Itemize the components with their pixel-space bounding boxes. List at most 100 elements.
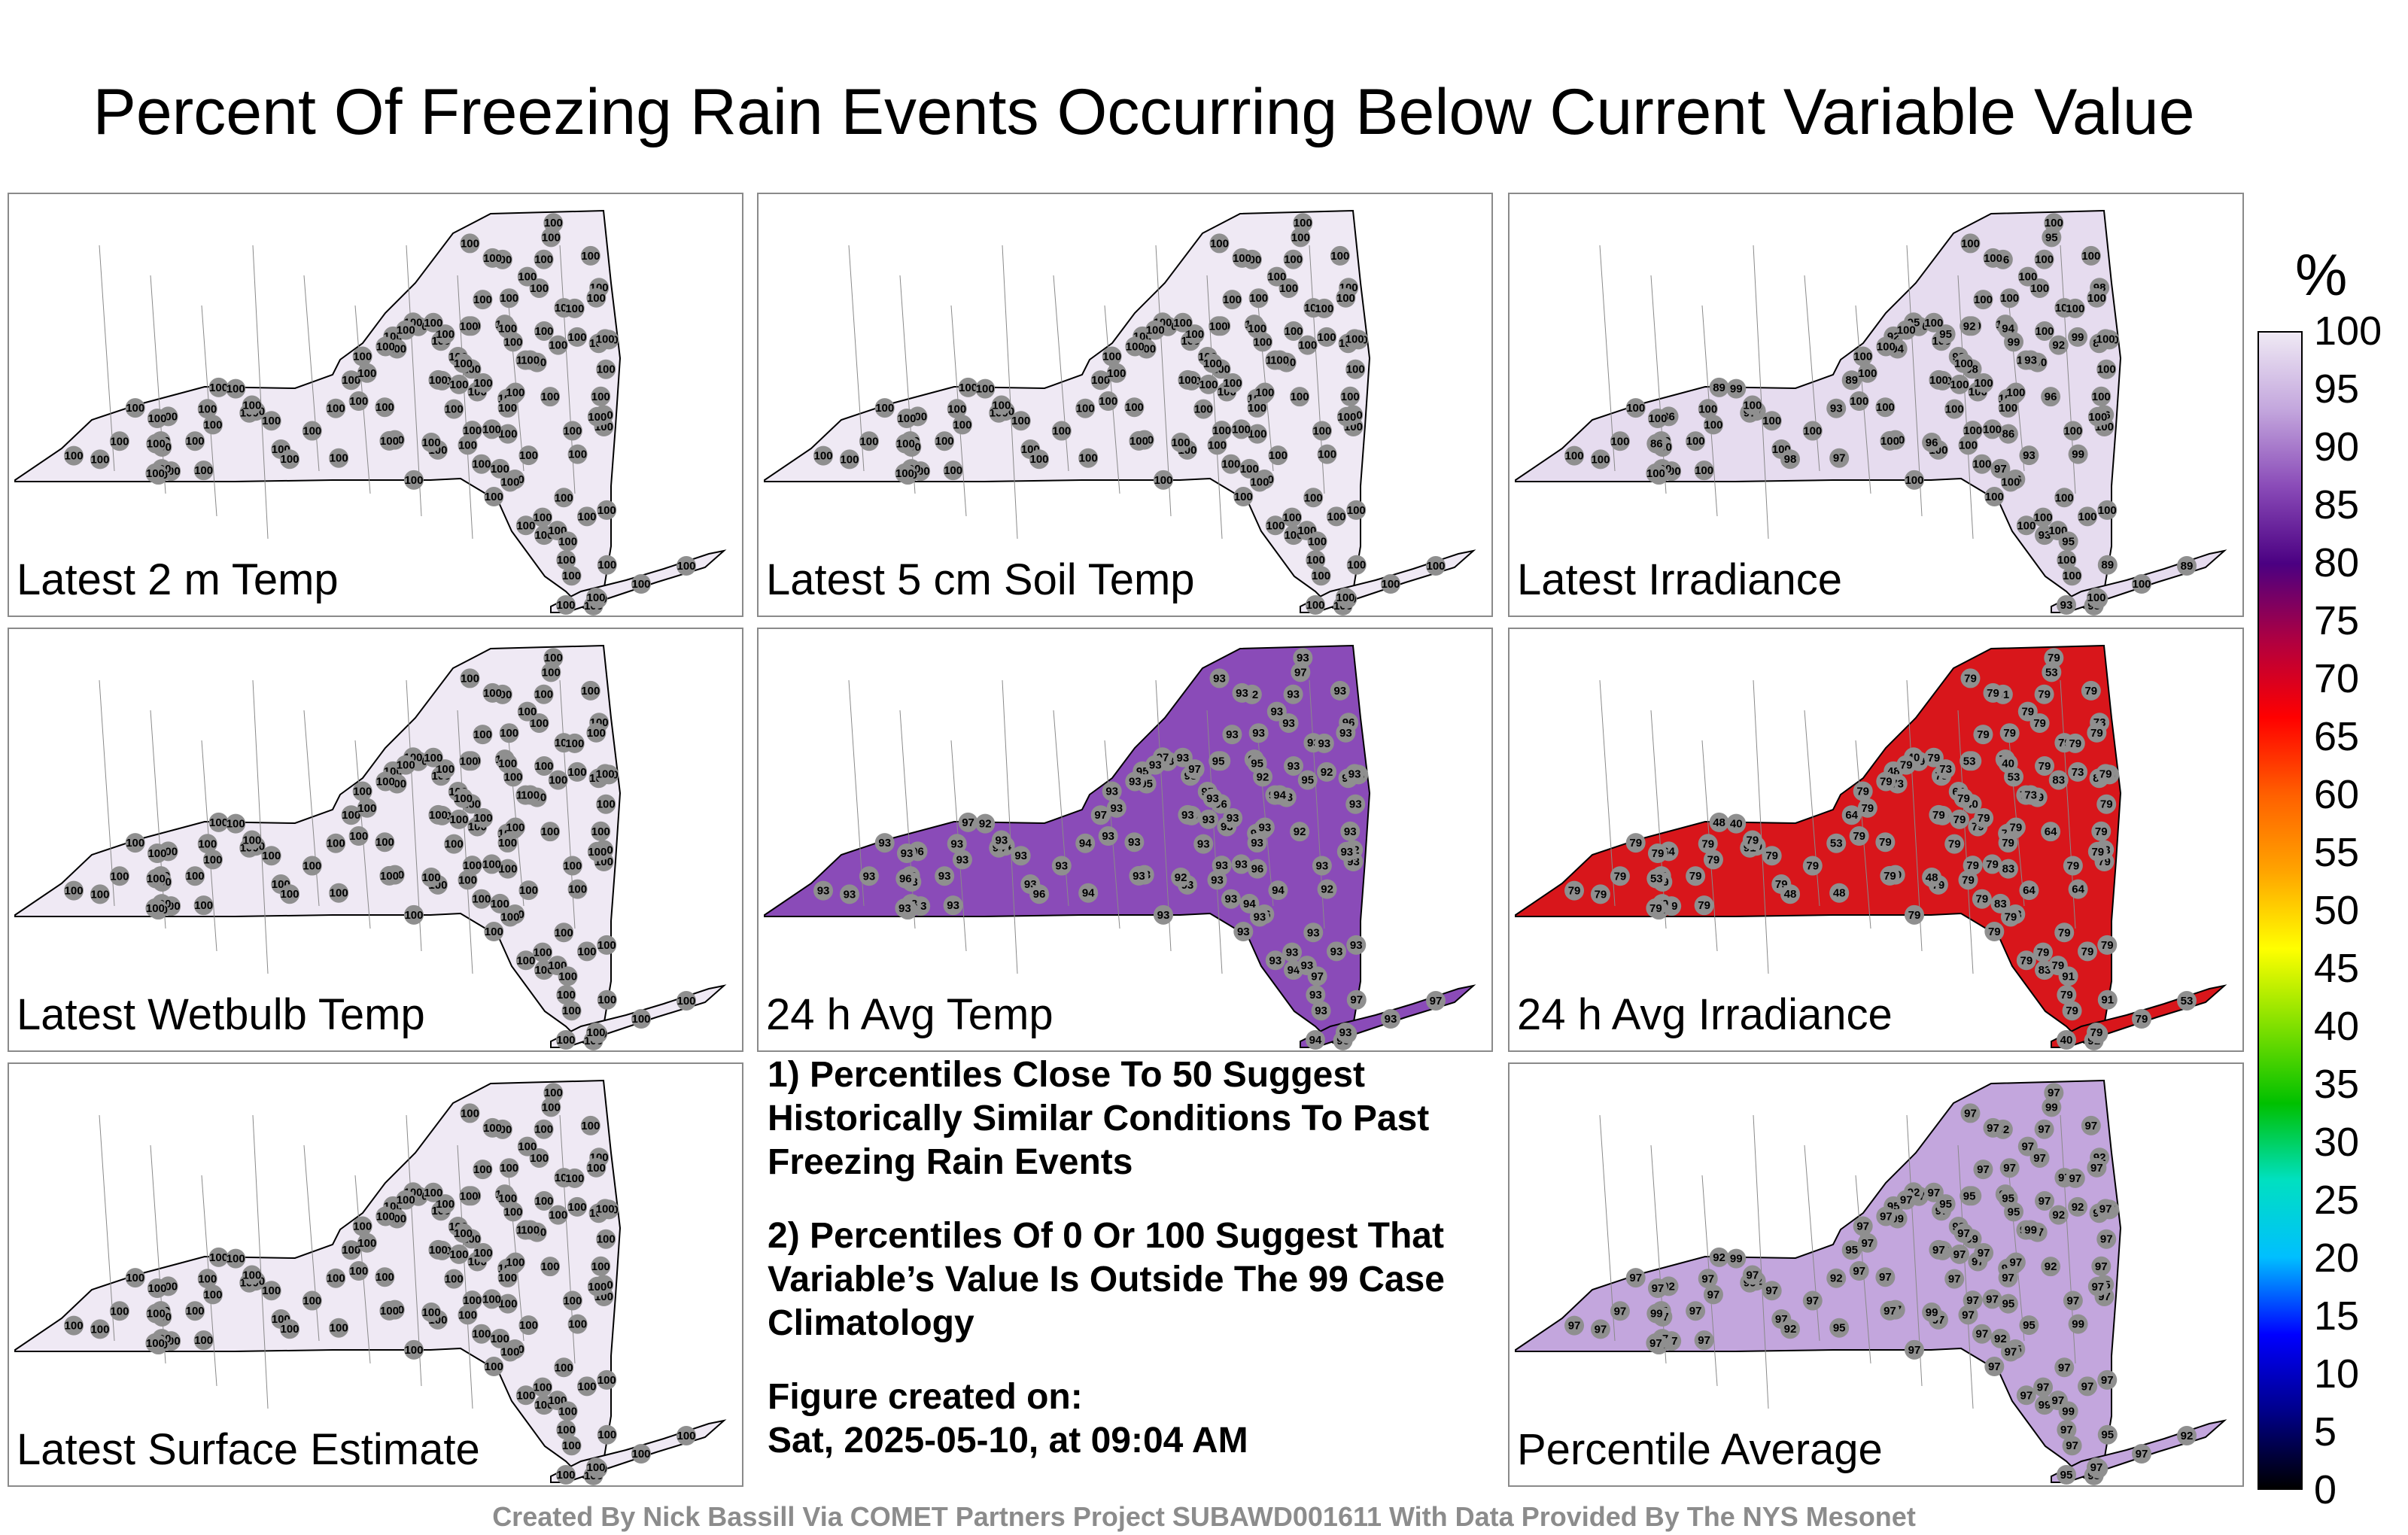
station-marker xyxy=(2068,761,2088,782)
station-marker xyxy=(534,755,555,776)
station-value-label: 97 xyxy=(2095,1260,2108,1273)
station-value-label: 100 xyxy=(562,570,581,582)
colorbar-tick-label: 40 xyxy=(2314,1004,2360,1049)
station-value-label: 100 xyxy=(1984,252,2002,265)
station-value-label: 100 xyxy=(404,909,423,922)
station-value-label: 100 xyxy=(203,853,222,866)
station-value-label: 100 xyxy=(463,859,482,872)
station-value-label: 97 xyxy=(1976,1328,1989,1341)
station-value-label: 97 xyxy=(1765,1284,1778,1297)
station-value-label: 100 xyxy=(349,1265,368,1278)
station-value-label: 95 xyxy=(1939,1198,1952,1211)
station-value-label: 100 xyxy=(209,381,228,394)
colorbar-tick-label: 70 xyxy=(2314,656,2360,701)
station-marker xyxy=(379,865,400,886)
station-value-label: 99 xyxy=(2024,1223,2037,1236)
station-value-label: 79 xyxy=(1614,870,1627,883)
station-marker xyxy=(90,1319,110,1339)
station-value-label: 100 xyxy=(1963,424,1982,437)
station-value-label: 100 xyxy=(840,453,859,466)
station-marker xyxy=(1221,889,1241,909)
station-marker xyxy=(109,1301,129,1321)
station-value-label: 100 xyxy=(357,367,376,380)
county-boundary xyxy=(1002,245,1018,540)
station-marker xyxy=(1283,684,1303,704)
station-value-label: 92 xyxy=(2045,1260,2057,1273)
station-marker xyxy=(482,1117,503,1138)
station-marker xyxy=(1686,866,1706,886)
county-boundary xyxy=(899,710,916,929)
station-marker xyxy=(341,370,361,391)
station-marker xyxy=(1999,1158,2020,1178)
station-value-label: 100 xyxy=(2098,504,2117,517)
station-value-label: 100 xyxy=(110,1305,129,1318)
station-value-label: 100 xyxy=(1255,387,1274,400)
station-value-label: 93 xyxy=(1110,802,1123,815)
station-value-label: 100 xyxy=(242,400,261,412)
station-value-label: 100 xyxy=(472,893,491,906)
station-value-label: 100 xyxy=(1312,424,1331,437)
station-value-label: 100 xyxy=(198,1272,217,1285)
station-marker xyxy=(895,898,915,918)
station-value-label: 100 xyxy=(1079,452,1098,465)
station-value-label: 100 xyxy=(280,453,299,466)
station-marker xyxy=(1880,1300,1900,1321)
station-marker xyxy=(326,833,346,853)
station-value-label: 100 xyxy=(1284,254,1303,266)
station-value-label: 100 xyxy=(110,435,129,448)
station-marker xyxy=(302,1290,322,1311)
station-marker xyxy=(1222,725,1242,745)
station-marker xyxy=(341,805,361,825)
station-marker xyxy=(1960,668,1981,688)
station-value-label: 100 xyxy=(565,737,584,750)
station-marker xyxy=(543,213,564,233)
station-marker xyxy=(2057,1465,2076,1485)
station-value-label: 79 xyxy=(1986,858,1999,871)
station-marker xyxy=(1646,1303,1667,1324)
station-marker xyxy=(1202,788,1223,808)
station-value-label: 100 xyxy=(203,418,222,431)
station-value-label: 79 xyxy=(1879,836,1892,849)
station-value-label: 100 xyxy=(436,763,455,776)
station-marker xyxy=(497,318,518,339)
station-value-label: 100 xyxy=(449,378,468,391)
station-marker xyxy=(1106,798,1126,818)
station-value-label: 100 xyxy=(2087,591,2105,604)
station-value-label: 64 xyxy=(2023,884,2036,897)
station-value-label: 100 xyxy=(2000,292,2019,305)
station-marker xyxy=(1998,1293,2018,1314)
station-marker xyxy=(597,500,617,520)
station-marker xyxy=(2096,794,2117,814)
station-value-label: 97 xyxy=(1908,1344,1921,1357)
county-boundary xyxy=(1206,275,1223,540)
station-value-label: 100 xyxy=(1212,424,1231,437)
station-marker xyxy=(193,460,214,481)
station-marker xyxy=(1703,415,1723,435)
station-marker xyxy=(515,950,536,971)
station-value-label: 100 xyxy=(1125,401,1144,414)
station-value-label: 100 xyxy=(895,467,914,480)
station-value-label: 100 xyxy=(676,995,695,1008)
station-marker xyxy=(421,867,442,887)
station-marker xyxy=(1998,832,2018,853)
station-value-label: 100 xyxy=(577,945,596,958)
station-marker xyxy=(147,1278,167,1298)
station-value-label: 100 xyxy=(597,939,616,952)
station-marker xyxy=(90,884,110,904)
station-marker xyxy=(482,248,503,268)
station-marker xyxy=(2091,821,2112,841)
station-marker xyxy=(1698,834,1718,854)
station-value-label: 94 xyxy=(1243,898,1256,910)
station-marker xyxy=(329,1318,349,1338)
station-value-label: 100 xyxy=(227,1253,245,1266)
ny-state-map: 9997979597979297979997979597979297979997… xyxy=(1515,1079,2227,1485)
station-value-label: 73 xyxy=(1939,763,1952,776)
station-marker xyxy=(556,985,576,1005)
station-value-label: 79 xyxy=(2039,760,2051,773)
station-marker xyxy=(2000,1342,2020,1362)
station-value-label: 100 xyxy=(588,846,607,859)
station-value-label: 64 xyxy=(2072,883,2084,896)
station-marker xyxy=(482,419,502,439)
station-value-label: 100 xyxy=(530,282,549,295)
station-marker xyxy=(1336,588,1355,607)
